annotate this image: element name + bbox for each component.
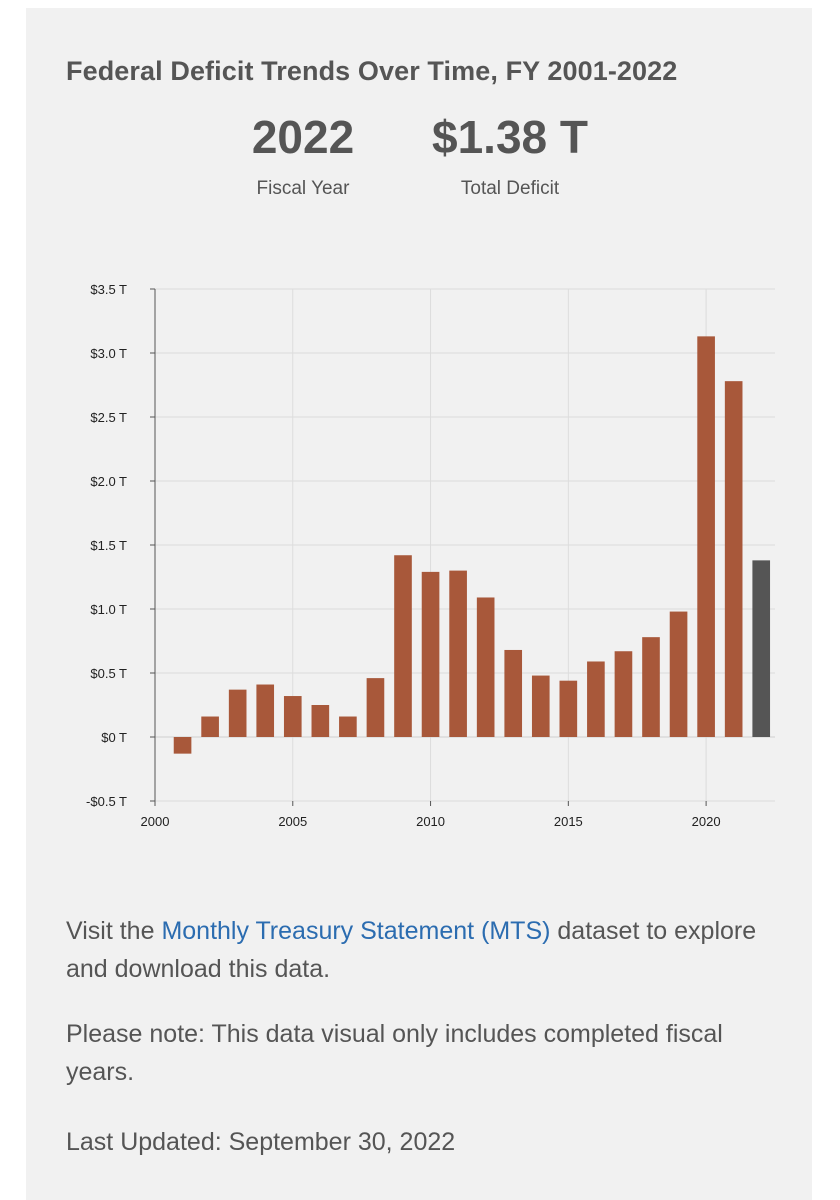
bar-2020 (697, 336, 715, 737)
y-tick-label: -$0.5 T (86, 794, 127, 809)
bar-2004 (256, 684, 275, 737)
bar-2022 (752, 560, 771, 737)
chart-bars (173, 336, 771, 754)
deficit-bar-chart: -$0.5 T $0 T $0.5 T $1.0 T $1.5 T $2.0 T $2.5 … (86, 282, 775, 829)
bar-2007 (339, 716, 357, 737)
visit-suffix: dataset to explore and download this dat… (66, 917, 757, 983)
bar-2015 (559, 680, 578, 737)
bar-2010 (421, 571, 440, 737)
bar-2013 (504, 649, 523, 737)
bar-2017 (614, 651, 633, 737)
y-tick-label: $1.5 T (90, 538, 127, 553)
y-tick-label: $3.5 T (90, 282, 127, 297)
bar-2009 (394, 555, 412, 737)
bar-2018 (642, 637, 660, 737)
bar-2011 (449, 570, 467, 737)
x-tick-label: 2000 (141, 814, 170, 829)
y-tick-label: $2.0 T (90, 474, 127, 489)
mts-dataset-link[interactable]: Monthly Treasury Statement (MTS) (161, 917, 551, 945)
total-deficit-value: $1.38 T (432, 111, 588, 163)
y-tick-label: $3.0 T (90, 346, 127, 361)
y-tick-label: $2.5 T (90, 410, 127, 425)
chart-title: Federal Deficit Trends Over Time, FY 200… (66, 56, 678, 86)
bar-2014 (531, 675, 550, 737)
x-tick-label: 2010 (416, 814, 445, 829)
x-tick-label: 2015 (554, 814, 583, 829)
y-tick-label: $0 T (101, 730, 127, 745)
dataset-info-text: Visit the Monthly Treasury Statement (MT… (66, 912, 766, 988)
total-deficit-label: Total Deficit (460, 178, 560, 199)
bar-2021 (724, 381, 743, 737)
bar-2005 (283, 696, 302, 737)
chart-axes: -$0.5 T $0 T $0.5 T $1.0 T $1.5 T $2.0 T $2.5 … (86, 282, 721, 829)
chart-card (26, 8, 812, 1200)
bar-2019 (669, 611, 688, 737)
data-note-text: Please note: This data visual only inclu… (66, 1020, 723, 1086)
y-tick-label: $0.5 T (90, 666, 127, 681)
y-tick-label: $1.0 T (90, 602, 127, 617)
bar-2016 (587, 661, 605, 737)
bar-2006 (311, 705, 330, 737)
visit-prefix: Visit the (66, 917, 162, 945)
x-tick-label: 2020 (692, 814, 721, 829)
fiscal-year-value: 2022 (251, 111, 355, 163)
bar-2003 (228, 689, 247, 737)
x-tick-label: 2005 (278, 814, 307, 829)
bar-2001 (173, 737, 192, 754)
fiscal-year-label: Fiscal Year (256, 178, 350, 199)
bar-2012 (476, 597, 495, 737)
bar-2002 (201, 716, 219, 737)
last-updated-text: Last Updated: September 30, 2022 (66, 1128, 456, 1156)
bar-2008 (366, 678, 385, 737)
